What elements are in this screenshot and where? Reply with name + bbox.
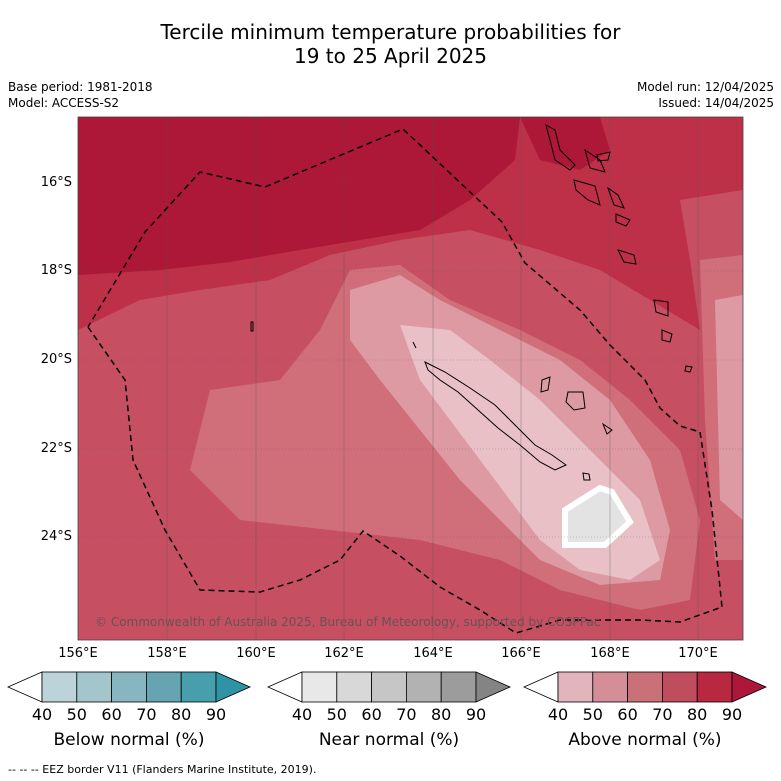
lon-tick: 160°E [236,646,276,661]
colorbar-segment [405,671,442,703]
vanuatu-north [545,123,606,173]
colorbar-below [7,671,251,703]
colorbar-label-below: Below normal (%) [53,730,205,750]
graticule [78,117,743,640]
lon-tick: 158°E [147,646,187,661]
colorbar-tick: 90 [205,705,227,724]
colorbar-high-triangle [731,671,767,703]
lat-tick: 22°S [40,441,72,456]
lon-tick: 168°E [590,646,630,661]
colorbar-segment [145,671,182,703]
colorbar-tick: 40 [31,705,53,724]
colorbar-segment [557,671,594,703]
above-40-patch [455,365,515,410]
issued-date: Issued: 14/04/2025 [658,96,774,110]
eez-border [87,128,723,634]
colorbar-segment [592,671,628,703]
colorbar-tick: 50 [66,705,87,724]
colorbar-label-near: Near normal (%) [318,730,460,750]
colorbar-tick: 80 [687,705,708,724]
near-normal-high [562,484,634,548]
colorbar-tick: 80 [431,705,452,724]
colorbar-tick: 70 [136,705,157,724]
colorbar-segment [180,671,217,703]
colorbar-tick: 60 [617,705,638,724]
map-frame [77,116,744,641]
colorbar-low-triangle [7,671,43,703]
colorbar-tick: 90 [465,705,487,724]
colorbar-tick-labels: 40 50 60 70 80 90 40 50 60 70 80 90 40 50 60 70 80 90 [0,705,781,725]
lon-tick: 156°E [58,646,98,661]
probability-field [78,117,743,640]
colorbar-tick: 40 [547,705,569,724]
colorbar-high-triangle [475,671,511,703]
colorbar-tick: 70 [652,705,673,724]
colorbar-tick: 60 [361,705,382,724]
colorbar-segment [301,671,338,703]
colorbar-tick: 50 [326,705,347,724]
colorbar-above [523,671,767,703]
eez-legend-note: -- -- -- EEZ border V11 (Flanders Marine… [8,763,317,776]
colorbar-tick: 40 [291,705,313,724]
colorbar-segment [41,671,78,703]
colorbar-tick: 70 [396,705,417,724]
colorbar-tick: 80 [171,705,192,724]
colorbar-near [267,671,511,703]
colorbar-label-above: Above normal (%) [568,730,722,750]
colorbar-tick: 50 [582,705,603,724]
model-run: Model run: 12/04/2025 [636,80,774,94]
isle-of-pines [582,472,591,481]
lon-tick: 166°E [501,646,541,661]
lat-tick: 20°S [40,352,72,367]
colorbar-low-triangle [523,671,559,703]
landmasses [250,123,693,481]
colorbars [7,671,767,703]
colorbar-segment [76,671,113,703]
reef-islets [412,341,613,435]
colorbar-segment [696,671,733,703]
fill-90-north [78,117,520,275]
copyright-credit: © Commonwealth of Australia 2025, Bureau… [95,615,600,629]
new-caledonia-island [424,360,567,471]
colorbar-segment [111,671,147,703]
colorbar-segment [662,671,698,703]
colorbar-high-triangle [215,671,251,703]
colorbar-segment [336,671,372,703]
colorbar-segment [627,671,663,703]
fill-90-northeast [520,117,610,170]
base-period: Base period: 1981-2018 [8,80,153,94]
colorbar-segment [440,671,477,703]
vanuatu-south [617,249,693,373]
map-title-line2: 19 to 25 April 2025 [293,44,488,68]
loyalty-islands [540,376,586,411]
colorbar-segment [371,671,407,703]
lon-tick: 164°E [413,646,453,661]
lat-tick: 18°S [40,263,72,278]
lat-tick: 16°S [40,175,72,190]
small-island-west [250,321,254,332]
colorbar-tick: 90 [721,705,743,724]
lon-tick: 170°E [678,646,718,661]
model-name: Model: ACCESS-S2 [8,96,120,110]
map-title-line1: Tercile minimum temperature probabilitie… [160,20,621,44]
fill-50-east [715,295,743,520]
colorbar-tick: 60 [101,705,122,724]
lat-tick: 24°S [40,529,72,544]
vanuatu-central [573,151,631,227]
lon-tick: 162°E [324,646,364,661]
colorbar-low-triangle [267,671,303,703]
